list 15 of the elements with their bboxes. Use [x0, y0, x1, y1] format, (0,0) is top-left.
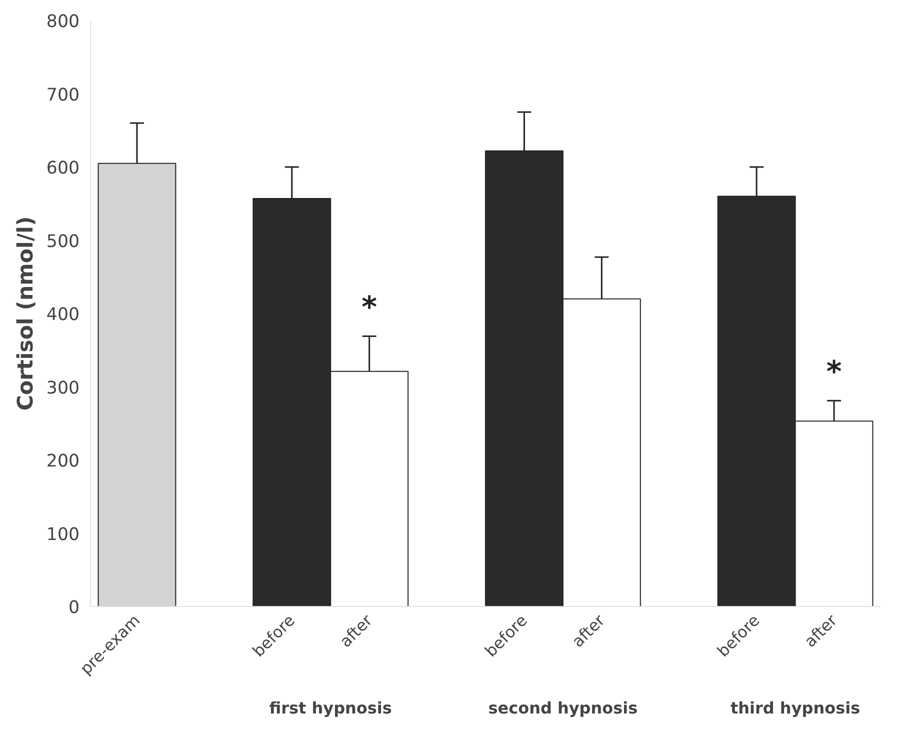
y-tick-label: 500	[46, 232, 80, 252]
y-tick-label: 300	[46, 378, 80, 398]
y-tick-label: 800	[46, 12, 80, 32]
y-axis-title: Cortisol (nmol/l)	[13, 216, 38, 411]
text: second hypnosis	[488, 698, 638, 718]
data-label: *	[826, 354, 842, 389]
text: first hypnosis	[269, 698, 392, 718]
data-label: *	[362, 290, 377, 324]
y-tick-label: 100	[46, 524, 80, 545]
text: third hypnosis	[730, 698, 860, 718]
y-tick-label: 600	[46, 158, 80, 178]
y-tick-label: 400	[46, 305, 80, 325]
y-tick-label: 200	[46, 452, 80, 472]
y-tick-label: 700	[46, 85, 80, 106]
y-tick-label: 0	[68, 598, 80, 618]
